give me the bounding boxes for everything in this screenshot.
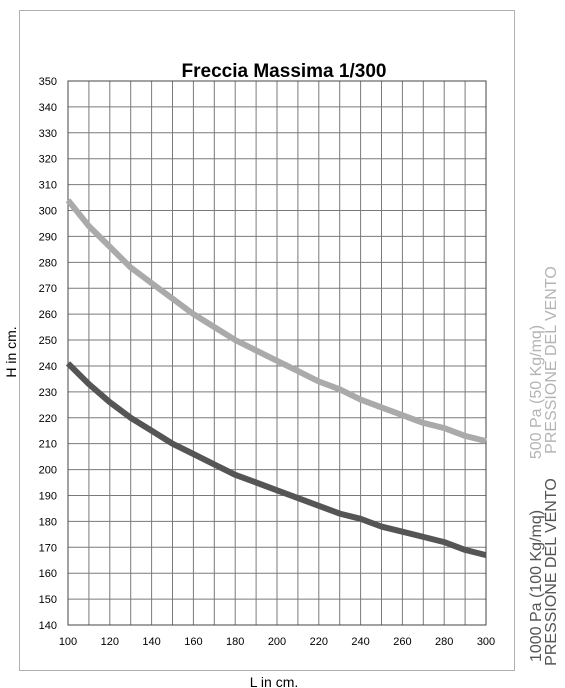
y-tick-label: 300 [39, 206, 57, 218]
y-tick-label: 180 [39, 516, 57, 528]
x-tick-labels: 100 120 140 160 180 200 220 240 260 280 300 [59, 636, 495, 648]
y-tick-label: 290 [39, 231, 57, 243]
legend: 500 Pa (50 Kg/mq) PRESSIONE DEL VENTO 10… [528, 266, 560, 666]
x-tick-label: 120 [101, 636, 119, 648]
y-tick-label: 270 [39, 283, 57, 295]
y-tick-label: 240 [39, 361, 57, 373]
x-tick-label: 260 [393, 636, 411, 648]
y-tick-label: 310 [39, 180, 57, 192]
gridlines [67, 80, 487, 626]
series-line-1 [65, 198, 487, 445]
chart-title: Freccia Massima 1/300 [182, 61, 387, 82]
x-axis-label: L in cm. [250, 674, 299, 688]
x-tick-label: 240 [351, 636, 369, 648]
y-tick-label: 350 [39, 76, 57, 88]
y-tick-label: 210 [39, 439, 57, 451]
y-tick-label: 190 [39, 490, 57, 502]
x-tick-label: 280 [435, 636, 453, 648]
y-tick-label: 230 [39, 387, 57, 399]
y-axis-label: H in cm. [3, 326, 19, 377]
x-tick-label: 220 [310, 636, 328, 648]
x-tick-label: 180 [226, 636, 244, 648]
x-tick-label: 100 [59, 636, 77, 648]
legend-entry-series-2-line1: 1000 Pa (100 Kg/mq) [528, 510, 545, 662]
x-tick-label: 300 [477, 636, 495, 648]
y-tick-labels: 140 150 160 170 180 190 200 210 220 230 240 250 260 2… [39, 76, 57, 632]
y-tick-label: 160 [39, 568, 57, 580]
legend-entry-series-1-line2: PRESSIONE DEL VENTO [543, 266, 560, 454]
y-tick-label: 150 [39, 594, 57, 606]
y-tick-label: 250 [39, 335, 57, 347]
legend-entry-series-1-line1: 500 Pa (50 Kg/mq) [528, 325, 545, 459]
plot-border [67, 80, 487, 626]
y-tick-label: 280 [39, 257, 57, 269]
legend-entry-series-2-line2: PRESSIONE DEL VENTO [543, 478, 560, 666]
series-lines [65, 198, 487, 559]
y-tick-label: 200 [39, 465, 57, 477]
series-line-2 [65, 361, 487, 559]
x-tick-label: 140 [142, 636, 160, 648]
x-tick-label: 160 [184, 636, 202, 648]
y-tick-label: 140 [39, 620, 57, 632]
y-tick-label: 320 [39, 154, 57, 166]
y-tick-label: 330 [39, 128, 57, 140]
y-tick-label: 220 [39, 413, 57, 425]
y-tick-label: 170 [39, 542, 57, 554]
x-tick-label: 200 [268, 636, 286, 648]
y-tick-label: 260 [39, 309, 57, 321]
y-tick-label: 340 [39, 102, 57, 114]
